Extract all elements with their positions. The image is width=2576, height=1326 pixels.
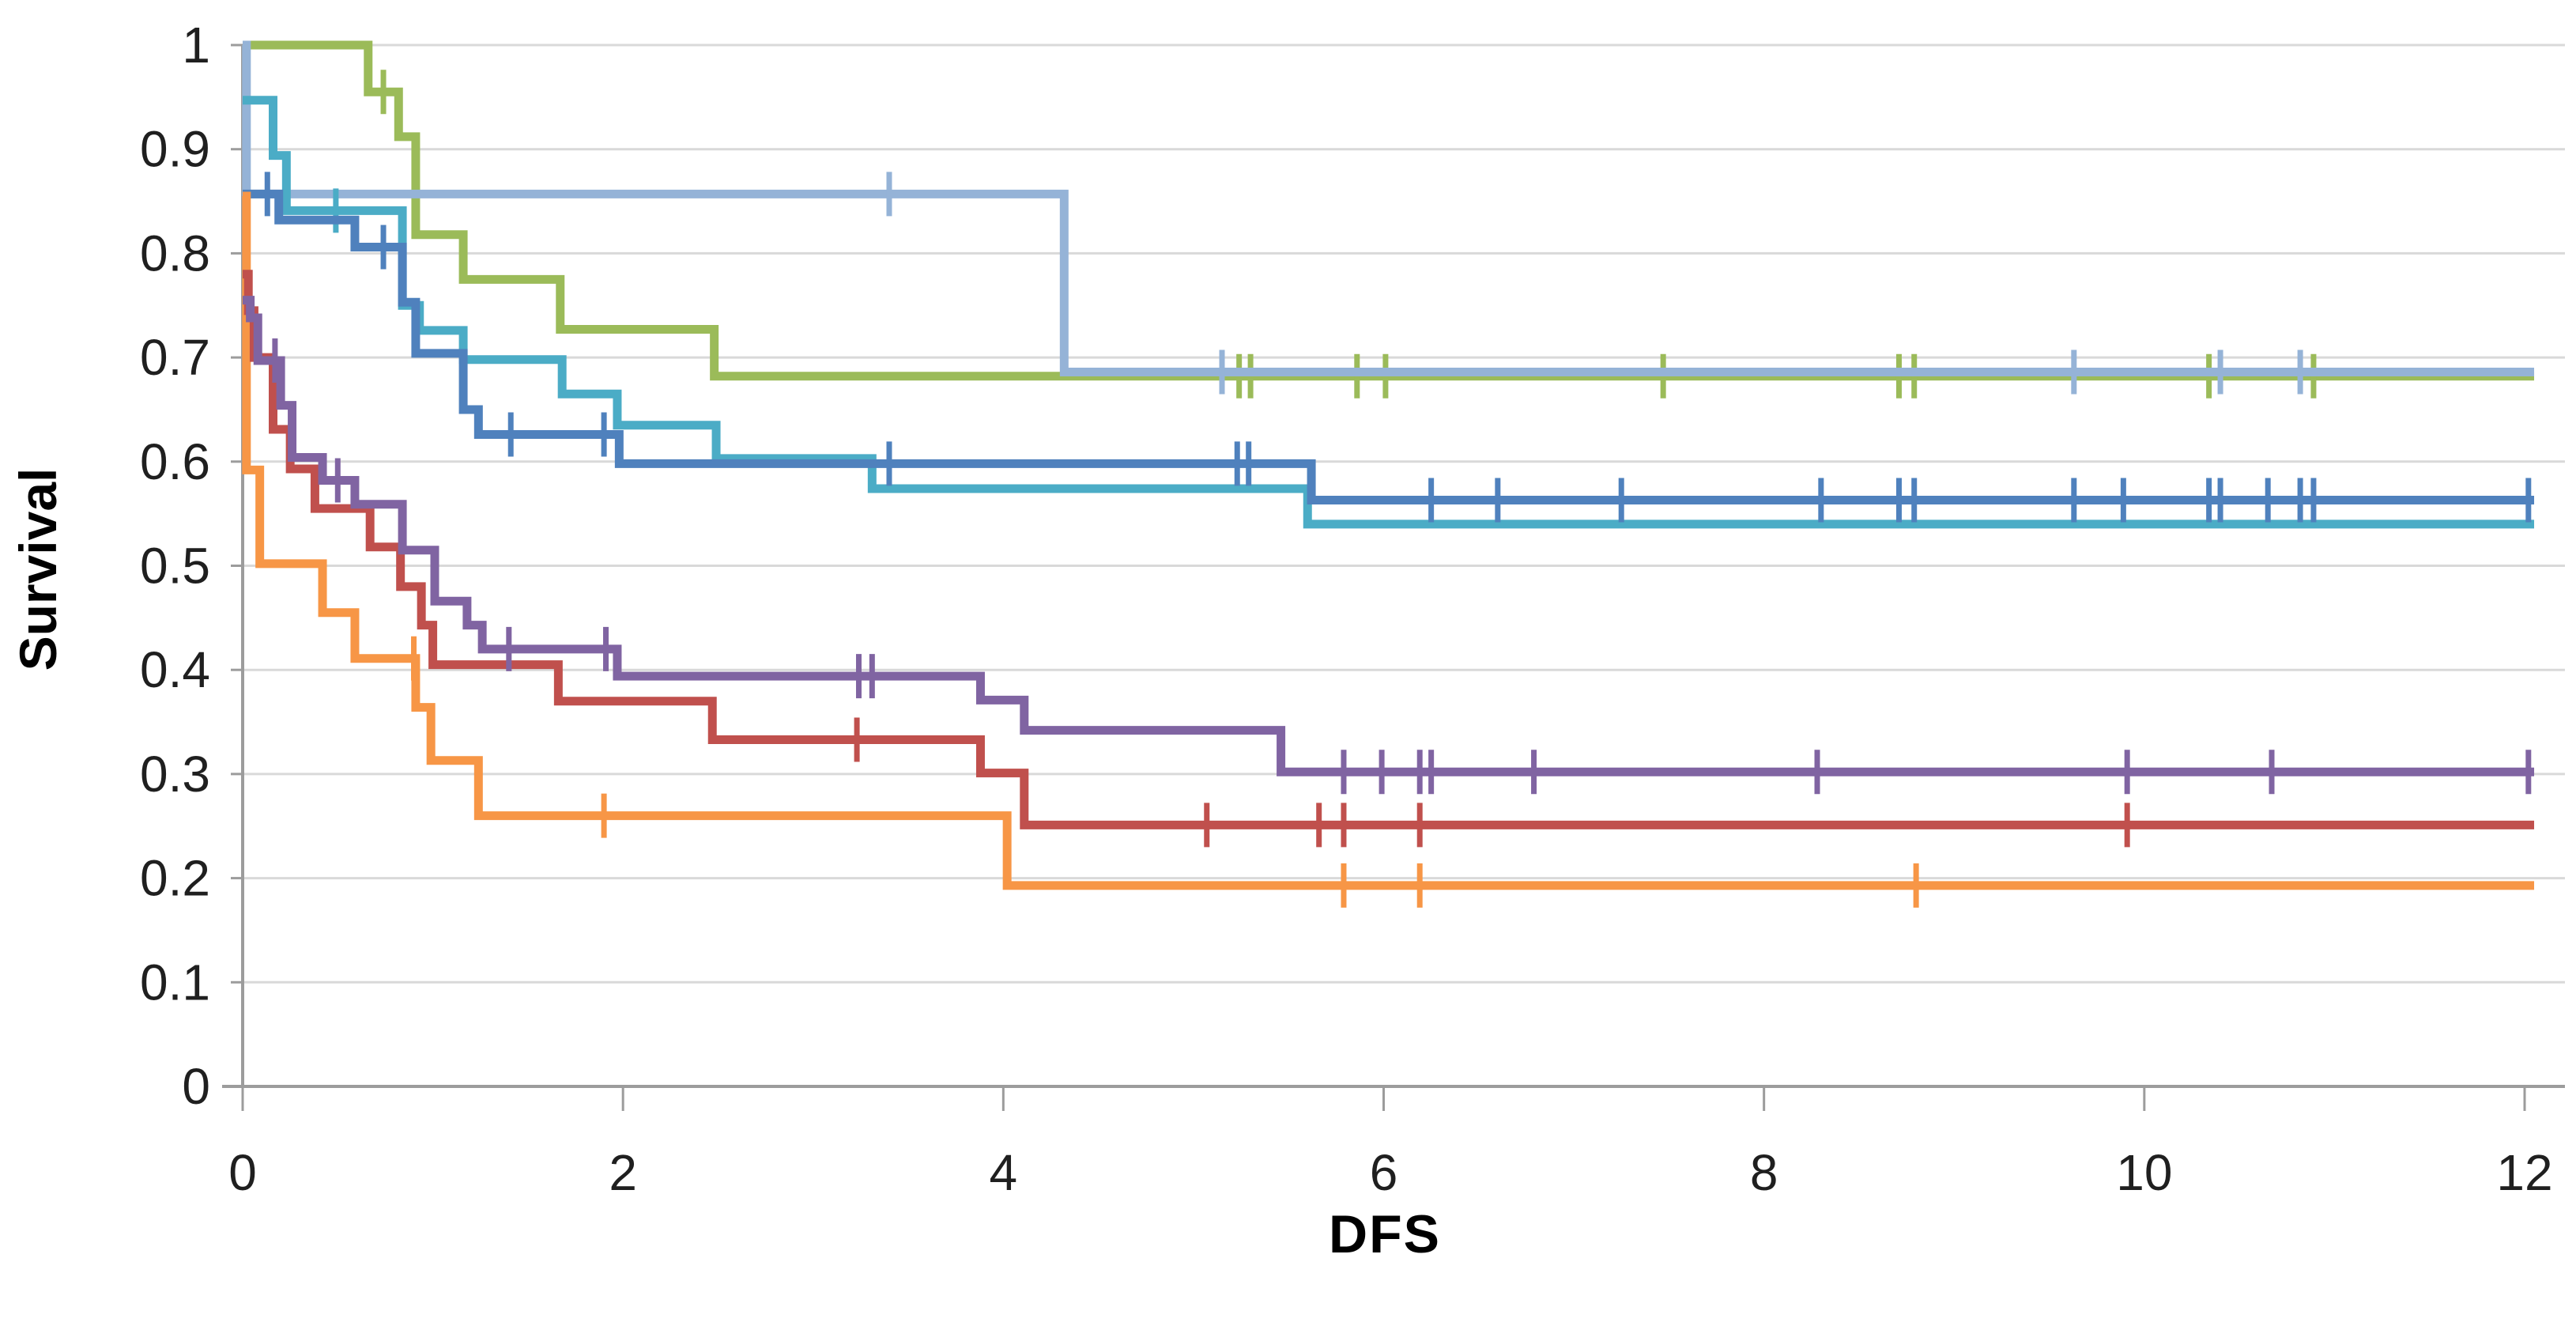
y-tick-label: 0.1 bbox=[140, 954, 210, 1011]
x-tick-label: 10 bbox=[2116, 1144, 2172, 1201]
y-tick-label: 0.3 bbox=[140, 746, 210, 803]
x-tick-label: 2 bbox=[609, 1144, 637, 1201]
x-tick-label: 8 bbox=[1750, 1144, 1778, 1201]
y-tick-label: 0 bbox=[182, 1058, 210, 1115]
y-tick-label: 0.5 bbox=[140, 538, 210, 595]
x-tick-label: 12 bbox=[2496, 1144, 2552, 1201]
y-axis-title: Survival bbox=[9, 467, 67, 671]
x-axis-title: DFS bbox=[1329, 1204, 1441, 1264]
x-tick-label: 4 bbox=[990, 1144, 1018, 1201]
y-tick-label: 0.6 bbox=[140, 433, 210, 490]
y-tick-label: 0.7 bbox=[140, 329, 210, 386]
y-tick-label: 0.2 bbox=[140, 850, 210, 907]
series-orange-line bbox=[242, 191, 2535, 890]
x-tick-label: 0 bbox=[228, 1144, 257, 1201]
series-blue-line bbox=[243, 189, 2535, 505]
y-tick-label: 1 bbox=[182, 17, 210, 74]
y-tick-label: 0.4 bbox=[140, 641, 210, 698]
series-olive-green-line bbox=[243, 40, 2535, 381]
series-light-blue-line bbox=[242, 40, 2535, 377]
x-tick-label: 6 bbox=[1370, 1144, 1398, 1201]
y-tick-label: 0.8 bbox=[140, 225, 210, 281]
y-tick-label: 0.9 bbox=[140, 121, 210, 178]
series-teal-line bbox=[243, 96, 2535, 529]
